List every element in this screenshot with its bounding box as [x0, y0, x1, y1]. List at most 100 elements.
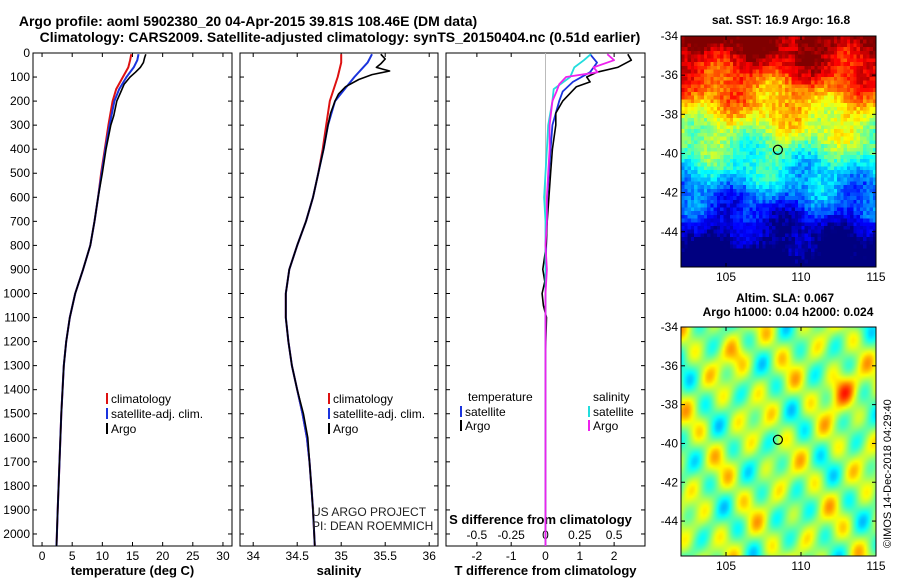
panel-salinity: 34 34.5 35 35.5 36 salinity climatologysatelli… — [239, 52, 439, 578]
temperature-xtick-label: 30 — [216, 549, 230, 563]
sst_map-ytick-label: -36 — [661, 68, 679, 82]
sst_map-xtick-label: 115 — [866, 270, 885, 284]
figure-title-line2: Climatology: CARS2009. Satellite-adjuste… — [40, 29, 641, 45]
sal-legend-1: satellite-adj. clim. — [333, 407, 425, 421]
difference-xtick-label: -2 — [472, 549, 483, 563]
diff-legend-temp-argo: Argo — [465, 419, 491, 433]
temperature-xtick-label: 0 — [39, 549, 46, 563]
diff-s-satellite-line — [543, 53, 592, 546]
salinity-xtick-label: 35.5 — [374, 549, 398, 563]
imos-timestamp: ©IMOS 14-Dec-2018 04:29:40 — [882, 399, 894, 548]
depth-tick-label: 1800 — [3, 479, 30, 493]
temperature-xtick-label: 15 — [126, 549, 140, 563]
sst_map-xtick-label: 105 — [716, 270, 736, 284]
depth-tick-label: 500 — [10, 166, 30, 180]
temperature-frame — [32, 52, 233, 547]
temp-argo-line — [55, 53, 147, 547]
diff-s-tick-label: 0.25 — [568, 528, 592, 542]
sla_map-field — [681, 327, 876, 556]
depth-tick-label: 1200 — [3, 335, 30, 349]
salinity-xtick-label: 36 — [423, 549, 437, 563]
sal-legend-0: climatology — [333, 392, 393, 406]
sla_map-ytick-label: -38 — [661, 398, 679, 412]
salinity-xtick-label: 34 — [247, 549, 261, 563]
figure-title-line1: Argo profile: aoml 5902380_20 04-Apr-201… — [19, 13, 477, 29]
sla_map-argo-marker — [772, 434, 784, 445]
sst_map-argo-marker — [772, 144, 784, 155]
difference-xlabel: T difference from climatology — [454, 563, 637, 578]
diff-legend-temp-heading: temperature — [468, 390, 533, 404]
difference-xtick-label: 1 — [576, 549, 583, 563]
sla_map-xtick-label: 105 — [716, 559, 736, 573]
panel-sla_map: 105 110 115 -34 -36 -38 -40 -42 -44 Altim. SLA: 0… — [661, 291, 886, 573]
panel-difference: -2 -1 0 1 2T difference from climatology -0.5… — [445, 52, 646, 578]
temperature-xtick-label: 20 — [156, 549, 170, 563]
diff-legend-sal-sat: satellite — [593, 405, 634, 419]
sst_map-field — [681, 36, 876, 267]
depth-tick-label: 700 — [10, 214, 30, 228]
sla-map-title-line2: Argo h1000: 0.04 h2000: 0.024 — [703, 305, 874, 319]
sla_map-ytick-label: -44 — [661, 514, 679, 528]
depth-tick-label: 1100 — [4, 311, 30, 325]
depth-tick-label: 800 — [10, 238, 30, 252]
sla_map-xtick-label: 115 — [866, 559, 885, 573]
depth-tick-label: 2000 — [3, 527, 30, 541]
temperature-xtick-label: 10 — [96, 549, 110, 563]
panel-sst_map: 105 110 115 -34 -36 -38 -40 -42 -44 sat. SST: 16.… — [661, 13, 886, 284]
sla_map-ytick-label: -40 — [661, 436, 679, 450]
depth-tick-label: 0 — [23, 46, 30, 60]
difference-xtick-label: -1 — [506, 549, 517, 563]
salinity-xtick-label: 34.5 — [286, 549, 310, 563]
diff-s-tick-label: -0.25 — [498, 528, 526, 542]
credit-pi: PI: DEAN ROEMMICH — [312, 519, 433, 533]
depth-tick-label: 300 — [10, 118, 30, 132]
depth-tick-label: 1700 — [3, 455, 30, 469]
diff-s-argo-line — [544, 53, 615, 546]
diff-s-tick-label: 0.5 — [606, 528, 623, 542]
sst_map-ytick-label: -38 — [661, 107, 679, 121]
sst-map-title: sat. SST: 16.9 Argo: 16.8 — [712, 13, 851, 27]
depth-tick-label: 1900 — [3, 503, 30, 517]
diff-legend-temp-sat: satellite — [465, 405, 506, 419]
depth-tick-label: 400 — [10, 142, 30, 156]
salinity-frame — [239, 52, 439, 547]
depth-tick-label: 1600 — [3, 431, 30, 445]
depth-tick-label: 100 — [10, 70, 30, 84]
sla_map-frame — [680, 326, 877, 557]
temp-legend-2: Argo — [111, 422, 137, 436]
sla_map-ytick-label: -42 — [661, 475, 679, 489]
diff-legend-sal-argo: Argo — [593, 419, 619, 433]
depth-tick-label: 1400 — [3, 383, 30, 397]
sst_map-ytick-label: -42 — [661, 186, 679, 200]
sst_map-ytick-label: -40 — [661, 146, 679, 160]
sst_map-xtick-label: 110 — [791, 270, 810, 284]
salinity-xtick-label: 35 — [335, 549, 349, 563]
sst_map-frame — [680, 35, 877, 268]
sal-legend-2: Argo — [333, 422, 359, 436]
depth-tick-label: 600 — [10, 190, 30, 204]
credit-project: US ARGO PROJECT — [312, 505, 427, 519]
depth-tick-label: 1000 — [3, 286, 30, 300]
diff-s-tick-label: -0.5 — [467, 528, 488, 542]
sla-map-title-line1: Altim. SLA: 0.067 — [736, 291, 834, 305]
sla_map-ytick-label: -34 — [661, 320, 679, 334]
temperature-xtick-label: 25 — [186, 549, 200, 563]
temperature-xlabel: temperature (deg C) — [71, 563, 195, 578]
temp-legend-1: satellite-adj. clim. — [111, 407, 203, 421]
temperature-xtick-label: 5 — [69, 549, 76, 563]
sla_map-ytick-label: -36 — [661, 359, 679, 373]
panel-temperature: 0100200300400500600700800900100011001200… — [3, 46, 233, 578]
sst_map-ytick-label: -34 — [661, 29, 679, 43]
depth-tick-label: 1300 — [3, 359, 30, 373]
diff-s-axis-label: S difference from climatology — [449, 512, 633, 527]
depth-tick-label: 900 — [10, 262, 30, 276]
salinity-xlabel: salinity — [317, 563, 363, 578]
sla_map-xtick-label: 110 — [791, 559, 810, 573]
depth-tick-label: 1500 — [3, 407, 30, 421]
temp-legend-0: climatology — [111, 392, 171, 406]
depth-tick-label: 200 — [10, 94, 30, 108]
diff-legend-sal-heading: salinity — [593, 390, 630, 404]
difference-xtick-label: 0 — [542, 549, 549, 563]
sst_map-ytick-label: -44 — [661, 225, 679, 239]
